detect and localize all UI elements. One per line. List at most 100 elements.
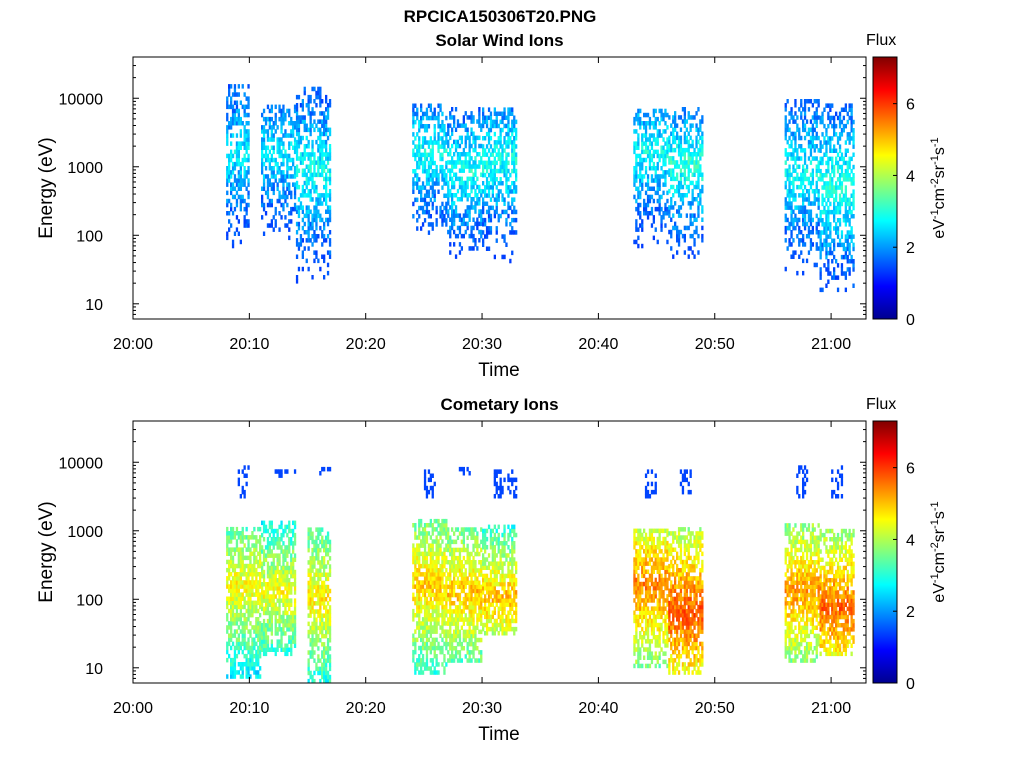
heatmap-cell — [425, 201, 429, 207]
heatmap-cell — [286, 623, 289, 628]
heatmap-cell — [429, 670, 432, 675]
heatmap-cell — [325, 99, 328, 104]
heatmap-cell — [282, 598, 285, 603]
heatmap-cell — [268, 108, 271, 114]
heatmap-cell — [842, 173, 845, 178]
heatmap-cell — [458, 176, 462, 182]
heatmap-cell — [790, 221, 793, 227]
heatmap-cell — [255, 592, 258, 597]
heatmap-cell — [253, 670, 256, 675]
heatmap-cell — [245, 657, 248, 663]
heatmap-cell — [326, 674, 330, 680]
heatmap-cell — [468, 205, 471, 210]
heatmap-cell — [468, 217, 471, 222]
heatmap-cell — [507, 168, 510, 174]
heatmap-cell — [637, 141, 640, 146]
heatmap-cell — [420, 563, 423, 569]
heatmap-cell — [499, 144, 502, 149]
heatmap-cell — [313, 609, 316, 614]
heatmap-cell — [284, 610, 287, 616]
heatmap-cell — [637, 133, 640, 138]
heatmap-cell — [247, 555, 250, 561]
heatmap-cell — [412, 140, 415, 145]
heatmap-cell — [679, 135, 683, 141]
heatmap-cell — [297, 94, 301, 100]
heatmap-cell — [468, 160, 471, 165]
heatmap-cell — [836, 226, 840, 231]
heatmap-cell — [301, 250, 304, 255]
heatmap-cell — [445, 115, 448, 121]
heatmap-cell — [435, 654, 438, 659]
heatmap-cell — [838, 123, 842, 129]
y-tick-label: 100 — [76, 228, 103, 245]
heatmap-cell — [456, 176, 460, 182]
heatmap-cell — [241, 121, 244, 126]
heatmap-cell — [641, 149, 644, 155]
heatmap-cell — [311, 650, 314, 655]
heatmap-cell — [239, 608, 242, 614]
heatmap-cell — [319, 119, 322, 124]
heatmap-cell — [664, 112, 667, 118]
heatmap-cell — [282, 623, 285, 628]
heatmap-cell — [443, 531, 446, 536]
heatmap-cell — [443, 173, 446, 178]
heatmap-cell — [687, 168, 690, 173]
heatmap-cell — [309, 605, 312, 610]
heatmap-cell — [226, 612, 229, 618]
heatmap-cell — [652, 137, 655, 142]
heatmap-cell — [495, 197, 498, 202]
heatmap-cell — [456, 123, 460, 128]
heatmap-cell — [792, 168, 795, 173]
heatmap-cell — [418, 572, 421, 577]
heatmap-cell — [239, 166, 242, 171]
heatmap-cell — [648, 137, 652, 142]
heatmap-cell — [679, 115, 683, 120]
heatmap-cell — [328, 127, 332, 133]
heatmap-cell — [794, 99, 797, 104]
heatmap-cell — [456, 139, 460, 145]
heatmap-cell — [255, 535, 258, 540]
heatmap-cell — [474, 201, 477, 206]
heatmap-cell — [288, 569, 291, 575]
heatmap-cell — [687, 143, 690, 149]
heatmap-cell — [685, 160, 688, 165]
heatmap-cell — [237, 535, 240, 540]
heatmap-cell — [416, 621, 419, 626]
heatmap-cell — [427, 181, 431, 186]
heatmap-cell — [840, 271, 844, 276]
heatmap-cell — [290, 614, 293, 620]
heatmap-cell — [305, 258, 308, 264]
heatmap-cell — [846, 136, 849, 141]
heatmap-cell — [437, 547, 440, 552]
heatmap-cell — [241, 84, 244, 89]
heatmap-cell — [325, 584, 328, 590]
heatmap-cell — [805, 99, 809, 104]
heatmap-cell — [257, 608, 260, 614]
heatmap-cell — [235, 104, 239, 110]
heatmap-cell — [239, 662, 242, 667]
heatmap-cell — [821, 115, 824, 121]
heatmap-cell — [852, 246, 855, 252]
heatmap-cell — [226, 166, 229, 171]
heatmap-cell — [319, 152, 322, 157]
heatmap-cell — [282, 157, 285, 163]
heatmap-cell — [449, 641, 452, 647]
heatmap-cell — [319, 99, 322, 104]
heatmap-cell — [420, 144, 423, 149]
heatmap-cell — [270, 520, 273, 526]
heatmap-cell — [697, 168, 700, 173]
heatmap-cell — [323, 646, 326, 651]
heatmap-cell — [449, 601, 452, 606]
heatmap-cell — [683, 131, 686, 136]
heatmap-cell — [482, 209, 485, 215]
heatmap-cell — [292, 520, 295, 526]
heatmap-cell — [286, 174, 289, 179]
heatmap-cell — [237, 547, 240, 552]
heatmap-cell — [439, 592, 442, 598]
heatmap-cell — [274, 211, 277, 216]
heatmap-cell — [462, 180, 465, 186]
heatmap-cell — [293, 606, 297, 612]
heatmap-cell — [423, 666, 427, 671]
heatmap-cell — [319, 94, 322, 100]
heatmap-cell — [652, 215, 655, 220]
